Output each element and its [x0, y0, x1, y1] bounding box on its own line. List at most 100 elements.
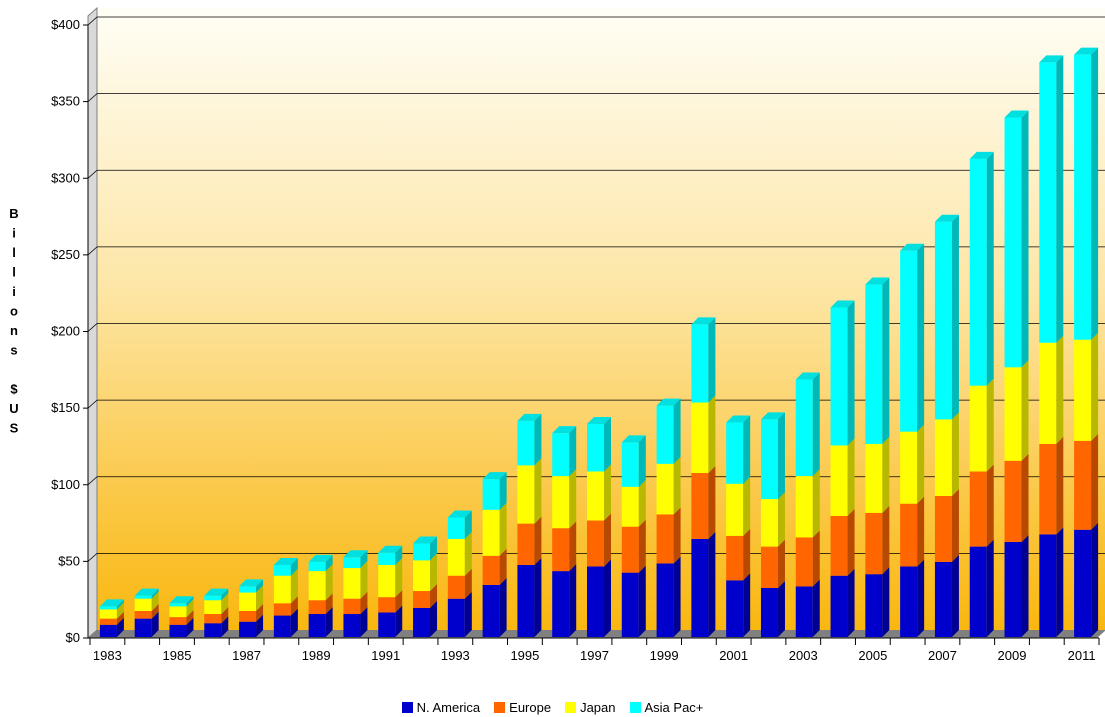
bar-asia-pac-1989	[308, 554, 333, 572]
bar-japan-2007	[934, 412, 959, 497]
bar-japan-1999	[656, 456, 681, 515]
bar-japan-1986	[204, 593, 229, 615]
bar-asia-pac-1990	[343, 550, 368, 569]
bar-europe-2003	[795, 530, 820, 587]
bar-japan-1989	[308, 564, 333, 601]
x-tick-label: 2003	[789, 648, 818, 663]
grid-line-side	[87, 323, 98, 332]
x-tick-label: 1993	[441, 648, 470, 663]
y-tick-label: $100	[51, 477, 80, 492]
bar-europe-1992	[413, 584, 438, 608]
bar-japan-1988	[273, 568, 298, 604]
legend: N. America Europe Japan Asia Pac+	[0, 697, 1105, 717]
legend-label-japan: Japan	[580, 699, 616, 715]
legend-item-asia-pac: Asia Pac+	[629, 700, 703, 715]
bar-europe-2010	[1039, 436, 1064, 535]
bar-asia-pac-2002	[760, 412, 785, 500]
x-tick-label: 1985	[163, 648, 192, 663]
bar-asia-pac-1996	[552, 426, 577, 477]
bar-japan-1992	[413, 553, 438, 592]
x-tick-label: 1997	[580, 648, 609, 663]
bar-n-america-1993	[447, 591, 472, 637]
bar-japan-2010	[1039, 335, 1064, 444]
y-tick-label: $250	[51, 247, 80, 262]
bar-n-america-2009	[1004, 534, 1029, 637]
bar-japan-1993	[447, 531, 472, 576]
bar-n-america-2001	[726, 573, 751, 637]
bar-europe-2007	[934, 489, 959, 562]
x-tick-label: 2009	[998, 648, 1027, 663]
bar-europe-1997	[587, 513, 611, 567]
bar-n-america-1997	[587, 559, 611, 637]
bar-n-america-1996	[552, 564, 577, 637]
bar-europe-1984	[134, 603, 159, 619]
x-tick-label: 1983	[93, 648, 122, 663]
bar-asia-pac-2005	[865, 277, 890, 444]
bar-japan-2005	[865, 436, 890, 513]
bar-japan-1997	[587, 464, 611, 521]
bar-europe-1994	[482, 548, 507, 585]
legend-label-n-america: N. America	[416, 699, 481, 715]
bar-asia-pac-2007	[934, 214, 959, 420]
bar-europe-1995	[517, 516, 542, 565]
bar-n-america-1983	[99, 617, 124, 637]
bar-europe-2005	[865, 505, 890, 575]
bar-asia-pac-1986	[204, 588, 229, 601]
bar-asia-pac-2004	[830, 300, 855, 446]
y-tick-label: $150	[51, 400, 80, 415]
legend-swatch-n-america	[401, 701, 413, 713]
y-tick-label: $50	[58, 553, 80, 568]
bar-n-america-2005	[865, 567, 890, 637]
legend-swatch-europe	[494, 701, 506, 713]
bar-n-america-1986	[204, 616, 229, 637]
legend-item-europe: Europe	[494, 700, 551, 715]
bar-n-america-2004	[830, 568, 855, 637]
bar-n-america-2010	[1039, 527, 1064, 637]
bar-n-america-2011	[1074, 522, 1099, 637]
bar-n-america-1992	[413, 600, 438, 637]
grid-line-side	[87, 246, 98, 256]
bar-europe-2004	[830, 508, 855, 576]
bars-group	[99, 47, 1099, 637]
bar-asia-pac-2003	[795, 372, 820, 477]
legend-item-japan: Japan	[565, 699, 616, 715]
bar-asia-pac-2001	[726, 415, 751, 484]
bar-n-america-1985	[169, 617, 194, 637]
bar-japan-2004	[830, 438, 855, 516]
bar-europe-1985	[169, 610, 194, 625]
bar-japan-1984	[134, 591, 159, 611]
bar-japan-2011	[1074, 332, 1099, 441]
legend-item-n-america: N. America	[401, 699, 481, 715]
bar-asia-pac-1998	[621, 435, 646, 487]
bar-asia-pac-2010	[1039, 55, 1064, 343]
bar-europe-1996	[552, 521, 577, 572]
bar-japan-1987	[239, 585, 264, 611]
bar-n-america-1990	[343, 607, 368, 637]
x-tick-label: 2007	[928, 648, 957, 663]
x-tick-label: 1987	[232, 648, 261, 663]
bar-europe-2001	[726, 528, 751, 581]
bar-japan-2001	[726, 476, 751, 536]
bar-n-america-2007	[934, 554, 959, 637]
bar-japan-1996	[552, 469, 577, 529]
bar-n-america-1998	[621, 565, 646, 637]
bar-europe-1989	[308, 593, 333, 615]
bar-europe-2008	[969, 464, 994, 547]
bar-n-america-1994	[482, 577, 507, 637]
bar-japan-2009	[1004, 360, 1029, 461]
grid-line-side	[87, 169, 98, 179]
bar-n-america-1988	[273, 608, 298, 637]
bar-asia-pac-2008	[969, 151, 994, 386]
bar-japan-1990	[343, 561, 368, 599]
bar-europe-1993	[447, 568, 472, 599]
bar-n-america-2008	[969, 539, 994, 637]
legend-label-europe: Europe	[509, 699, 552, 715]
bar-japan-2003	[795, 469, 820, 538]
bar-n-america-2002	[760, 580, 785, 637]
grid-line-side	[87, 93, 98, 102]
y-tick-label: $300	[51, 170, 80, 185]
bar-asia-pac-1992	[413, 536, 438, 561]
grid-line-side	[87, 16, 98, 26]
bar-japan-1995	[517, 458, 542, 524]
